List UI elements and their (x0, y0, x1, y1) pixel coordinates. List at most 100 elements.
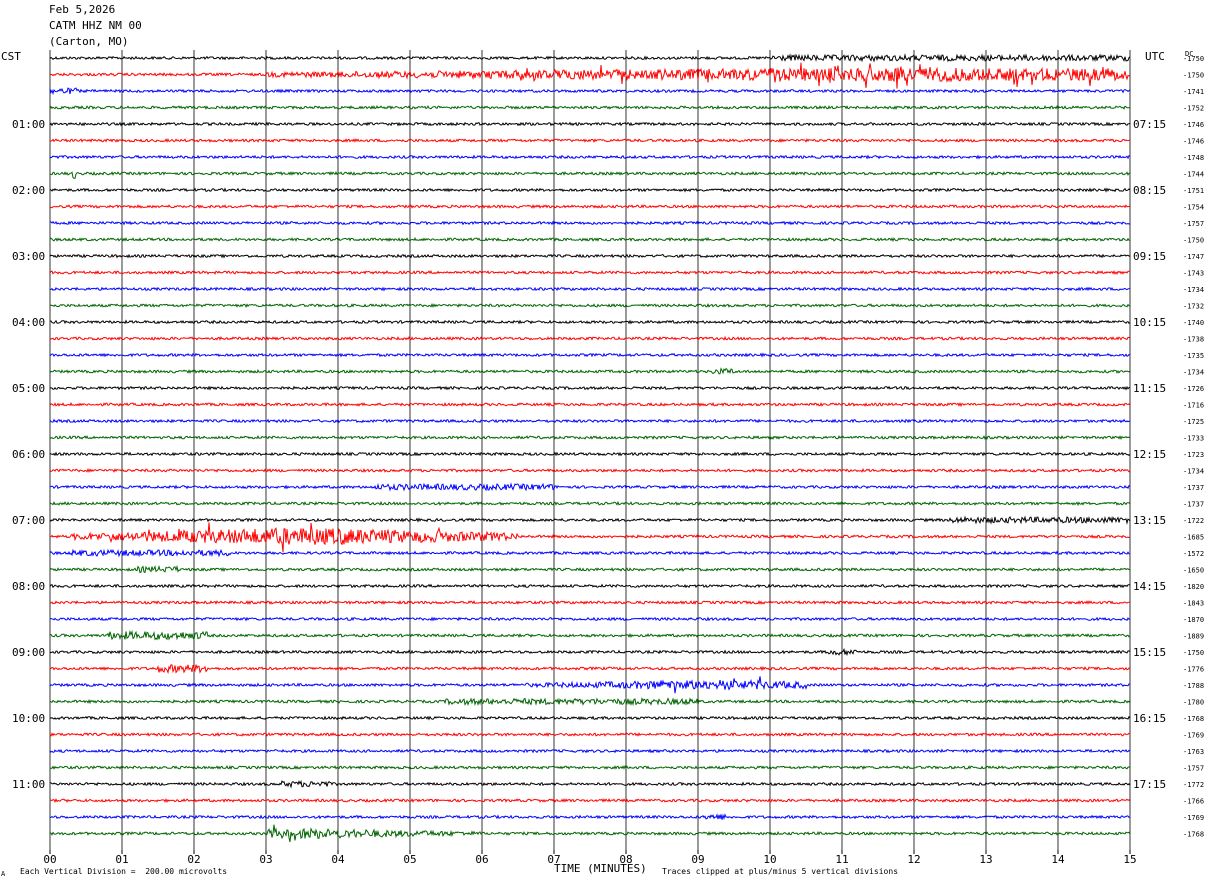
dc-offset-label: -1735 (1183, 352, 1204, 360)
station-location: (Carton, MO) (49, 35, 129, 48)
seismic-trace (49, 53, 1131, 63)
dc-offset-label: -1843 (1183, 600, 1204, 608)
utc-hour-label: 10:15 (1133, 316, 1166, 329)
x-tick-label: 13 (979, 853, 992, 866)
corner-mark: A (1, 870, 6, 878)
seismic-trace (49, 220, 1131, 226)
x-tick-label: 02 (187, 853, 200, 866)
seismic-trace (49, 482, 1131, 492)
cst-hour-label: 03:00 (12, 250, 45, 263)
x-axis-label: TIME (MINUTES) (554, 862, 647, 875)
utc-hour-label: 15:15 (1133, 646, 1166, 659)
seismic-trace (49, 779, 1131, 789)
seismic-trace (49, 697, 1131, 707)
cst-hour-label: 01:00 (12, 118, 45, 131)
dc-offset-label: -1750 (1183, 237, 1204, 245)
seismic-trace (49, 813, 1131, 820)
seismic-trace (49, 335, 1131, 341)
dc-offset-label: -1768 (1183, 831, 1204, 839)
dc-offset-label: -1763 (1183, 748, 1204, 756)
x-tick-label: 12 (907, 853, 920, 866)
clip-note: Traces clipped at plus/minus 5 vertical … (662, 867, 899, 876)
x-tick-label: 00 (43, 853, 56, 866)
seismic-trace (49, 748, 1131, 754)
utc-hour-label: 16:15 (1133, 712, 1166, 725)
vertical-division-note: Each Vertical Division = 200.00 microvol… (20, 867, 228, 876)
seismic-trace (49, 418, 1131, 424)
cst-hour-label: 05:00 (12, 382, 45, 395)
dc-offset-label: -1746 (1183, 138, 1204, 146)
cst-hour-label: 04:00 (12, 316, 45, 329)
x-tick-label: 07 (547, 853, 560, 866)
dc-offset-label: -1757 (1183, 220, 1204, 228)
seismic-trace (49, 664, 1131, 675)
dc-offset-label: -1737 (1183, 484, 1204, 492)
dc-offset-label: -1769 (1183, 732, 1204, 740)
seismic-trace (49, 500, 1131, 507)
seismic-trace (49, 616, 1131, 622)
seismic-trace (49, 352, 1131, 358)
dc-offset-label: -1737 (1183, 501, 1204, 509)
dc-offset-header: DC (1185, 50, 1194, 58)
dc-offset-label: -1750 (1183, 72, 1204, 80)
seismic-trace (49, 629, 1131, 641)
dc-offset-label: -1726 (1183, 385, 1204, 393)
seismic-trace (49, 715, 1131, 721)
seismic-trace (49, 187, 1131, 193)
seismic-trace (49, 319, 1131, 325)
seismic-trace (49, 303, 1131, 309)
seismic-trace (49, 583, 1131, 589)
dc-offset-label: -1723 (1183, 451, 1204, 459)
dc-offset-label: -1776 (1183, 666, 1204, 674)
seismic-trace (49, 367, 1131, 375)
seismic-trace (49, 401, 1131, 408)
dc-offset-label: -1741 (1183, 88, 1204, 96)
seismic-trace (49, 548, 1131, 558)
x-tick-label: 05 (403, 853, 416, 866)
seismic-trace (49, 154, 1130, 160)
dc-offset-label: -1725 (1183, 418, 1204, 426)
x-tick-label: 06 (475, 853, 488, 866)
seismic-trace (49, 764, 1131, 771)
x-tick-label: 04 (331, 853, 345, 866)
cst-hour-label: 10:00 (12, 712, 45, 725)
utc-hour-label: 07:15 (1133, 118, 1166, 131)
seismic-trace (49, 62, 1131, 89)
seismic-trace (49, 138, 1131, 144)
dc-offset-label: -1738 (1183, 336, 1204, 344)
seismic-trace (49, 515, 1131, 525)
cst-hour-label: 06:00 (12, 448, 45, 461)
dc-offset-label: -1788 (1183, 682, 1204, 690)
utc-hour-label: 14:15 (1133, 580, 1166, 593)
x-tick-label: 03 (259, 853, 272, 866)
x-tick-label: 14 (1051, 853, 1065, 866)
seismic-trace (49, 647, 1131, 657)
dc-offset-label: -1748 (1183, 154, 1204, 162)
dc-offset-label: -1754 (1183, 204, 1204, 212)
utc-hour-label: 08:15 (1133, 184, 1166, 197)
seismic-trace (49, 253, 1131, 259)
x-tick-label: 15 (1123, 853, 1136, 866)
dc-offset-label: -1734 (1183, 286, 1204, 294)
dc-offset-label: -1747 (1183, 253, 1204, 261)
utc-hour-label: 12:15 (1133, 448, 1166, 461)
seismic-trace (49, 451, 1131, 457)
seismic-trace (49, 270, 1131, 275)
x-tick-label: 01 (115, 853, 128, 866)
seismic-trace (49, 600, 1131, 606)
dc-offset-label: -1772 (1183, 781, 1204, 789)
seismic-trace (49, 564, 1131, 574)
seismic-trace (49, 676, 1131, 694)
seismic-trace (49, 797, 1131, 804)
seismic-trace (49, 204, 1131, 209)
seismic-trace (49, 522, 1131, 553)
seismic-trace (49, 170, 1131, 179)
left-timezone-label: CST (1, 50, 21, 63)
utc-hour-label: 17:15 (1133, 778, 1166, 791)
x-tick-label: 11 (835, 853, 848, 866)
dc-offset-label: -1733 (1183, 435, 1204, 443)
seismic-trace (49, 732, 1131, 737)
dc-offset-label: -1870 (1183, 616, 1204, 624)
dc-offset-label: -1752 (1183, 105, 1204, 113)
